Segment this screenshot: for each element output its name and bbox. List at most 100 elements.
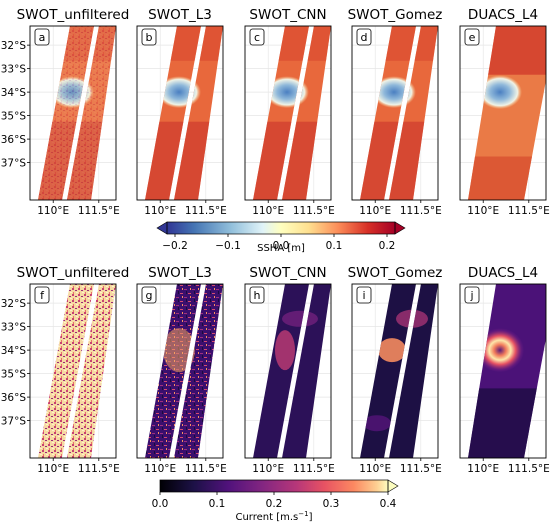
colorbar-tick-label: 0.1 [326,240,343,252]
panel-letter: i [356,286,372,304]
map-content [460,26,546,200]
map-content [30,26,116,200]
x-tick-label: 111.5°E [78,463,120,475]
x-tick-label: 110°E [467,205,499,217]
panel-title: SWOT_CNN [249,265,326,281]
x-tick-label: 111.5°E [293,205,335,217]
panel-letter: a [34,28,50,46]
y-tick-label: 33°S [1,322,27,334]
svg-text:c: c [254,31,260,44]
colorbar-tick-label: 0.3 [323,498,340,510]
x-tick-label: 110°E [37,463,69,475]
y-tick-label: 36°S [1,134,27,146]
colorbar-gradient [167,222,395,234]
y-tick-label: 32°S [1,298,27,310]
panel-title: DUACS_L4 [468,265,538,281]
svg-text:d: d [361,31,368,44]
y-tick-label: 35°S [1,369,27,381]
panel-letter: e [464,28,480,46]
svg-text:g: g [146,289,153,302]
panel-letter: j [464,286,480,304]
y-tick-label: 37°S [1,158,27,170]
panel-frame [351,283,439,459]
map-content [137,26,223,200]
colorbar-gradient [160,480,388,492]
panel-letter: b [141,28,157,46]
y-tick-label: 37°S [1,416,27,428]
map-content [460,284,546,458]
svg-text:a: a [39,31,46,44]
panel-frame [244,283,332,459]
svg-text:e: e [469,31,476,44]
panel-title: SWOT_unfiltered [17,7,130,23]
y-tick-label: 33°S [1,64,27,76]
x-tick-label: 110°E [359,205,391,217]
colorbar-tick-label: 0.1 [209,498,226,510]
swath [468,284,546,458]
panel-frame [459,25,547,201]
x-tick-label: 110°E [252,205,284,217]
panel-title: SWOT_L3 [148,7,212,23]
map-content [352,284,438,458]
panel-frame [136,283,224,459]
colorbar-label: SSHA [m] [257,243,305,254]
panel-title: SWOT_CNN [249,7,326,23]
panel-e: DUACS_L4e 110°E 111.5°E [459,7,550,217]
panel-title: SWOT_unfiltered [17,265,130,281]
colorbar: −0.2 −0.1 0.0 0.1 0.2 SSHA [m] [156,221,406,254]
map-content [245,284,331,458]
x-tick-label: 110°E [359,463,391,475]
colorbar: 0.0 0.1 0.2 0.3 0.4 Current [m.s−1] [152,479,399,523]
panel-frame [459,283,547,459]
svg-text:h: h [254,289,261,302]
x-tick-label: 111.5°E [78,205,120,217]
colorbar-tick-label: −0.1 [215,240,241,252]
panel-frame [136,25,224,201]
panel-frame [351,25,439,201]
panel-frame [29,283,117,459]
colorbar-tick-label: 0.0 [152,498,169,510]
x-tick-label: 111.5°E [400,205,442,217]
map-content [137,284,223,458]
map-content [30,284,116,458]
svg-text:b: b [146,31,153,44]
map-content [245,26,331,200]
y-tick-label: 35°S [1,111,27,123]
panel-b: SWOT_L3b 110°E 111.5°E [136,7,227,217]
colorbar-tick-label: 0.2 [379,240,396,252]
colorbar-tick-label: 0.2 [266,498,283,510]
x-tick-label: 110°E [144,463,176,475]
y-tick-label: 36°S [1,392,27,404]
colorbar-tick-label: 0.0 [273,240,290,252]
colorbar-tick-label: 0.4 [380,498,397,510]
svg-text:j: j [469,289,473,302]
x-tick-label: 110°E [252,463,284,475]
swath [468,26,546,200]
x-tick-label: 110°E [144,205,176,217]
panel-letter: g [141,286,157,304]
panel-frame [244,25,332,201]
colorbar-extend-max [387,479,399,493]
colorbar-extend-min [156,221,168,235]
panel-title: DUACS_L4 [468,7,538,23]
y-tick-label: 34°S [1,345,27,357]
panel-frame [29,25,117,201]
panel-letter: c [249,28,265,46]
map-content [352,26,438,200]
colorbar-label: Current [m.s−1] [235,510,312,523]
x-tick-label: 111.5°E [508,205,550,217]
x-tick-label: 110°E [37,205,69,217]
panel-title: SWOT_L3 [148,265,212,281]
svg-text:i: i [362,289,365,302]
x-tick-label: 111.5°E [508,463,550,475]
colorbar-extend-max [394,221,406,235]
